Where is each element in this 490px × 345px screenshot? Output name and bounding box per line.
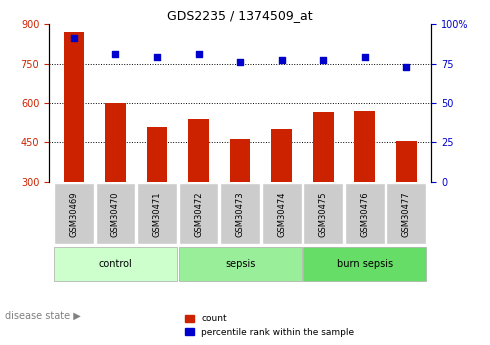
- Point: [278, 58, 286, 63]
- FancyBboxPatch shape: [179, 247, 301, 281]
- Point: [361, 55, 368, 60]
- FancyBboxPatch shape: [220, 183, 260, 244]
- FancyBboxPatch shape: [345, 183, 385, 244]
- Bar: [188, 119, 209, 182]
- Point: [112, 51, 120, 57]
- Point: [153, 55, 161, 60]
- Bar: [313, 112, 334, 182]
- Bar: [271, 129, 292, 182]
- FancyBboxPatch shape: [262, 183, 301, 244]
- Point: [319, 58, 327, 63]
- Title: GDS2235 / 1374509_at: GDS2235 / 1374509_at: [167, 9, 313, 22]
- Bar: [230, 139, 250, 182]
- Text: GSM30474: GSM30474: [277, 191, 286, 237]
- Text: GSM30470: GSM30470: [111, 191, 120, 237]
- Bar: [396, 141, 416, 182]
- Point: [402, 64, 410, 69]
- Text: GSM30475: GSM30475: [318, 191, 328, 237]
- Text: GSM30471: GSM30471: [152, 191, 162, 237]
- Point: [70, 36, 78, 41]
- Text: disease state ▶: disease state ▶: [5, 311, 81, 321]
- Point: [236, 59, 244, 65]
- Text: burn sepsis: burn sepsis: [337, 259, 393, 269]
- FancyBboxPatch shape: [179, 183, 219, 244]
- Bar: [64, 32, 84, 182]
- Text: GSM30473: GSM30473: [236, 191, 245, 237]
- Legend: count, percentile rank within the sample: count, percentile rank within the sample: [181, 311, 358, 341]
- Text: control: control: [98, 259, 132, 269]
- Text: GSM30476: GSM30476: [360, 191, 369, 237]
- Bar: [105, 103, 126, 182]
- Text: GSM30469: GSM30469: [70, 191, 78, 237]
- FancyBboxPatch shape: [54, 183, 94, 244]
- Point: [195, 51, 202, 57]
- FancyBboxPatch shape: [54, 247, 177, 281]
- Bar: [354, 111, 375, 182]
- FancyBboxPatch shape: [303, 183, 343, 244]
- FancyBboxPatch shape: [137, 183, 177, 244]
- FancyBboxPatch shape: [386, 183, 426, 244]
- Text: GSM30472: GSM30472: [194, 191, 203, 237]
- Text: sepsis: sepsis: [225, 259, 255, 269]
- FancyBboxPatch shape: [303, 247, 426, 281]
- Text: GSM30477: GSM30477: [402, 191, 411, 237]
- Bar: [147, 127, 168, 182]
- FancyBboxPatch shape: [96, 183, 135, 244]
